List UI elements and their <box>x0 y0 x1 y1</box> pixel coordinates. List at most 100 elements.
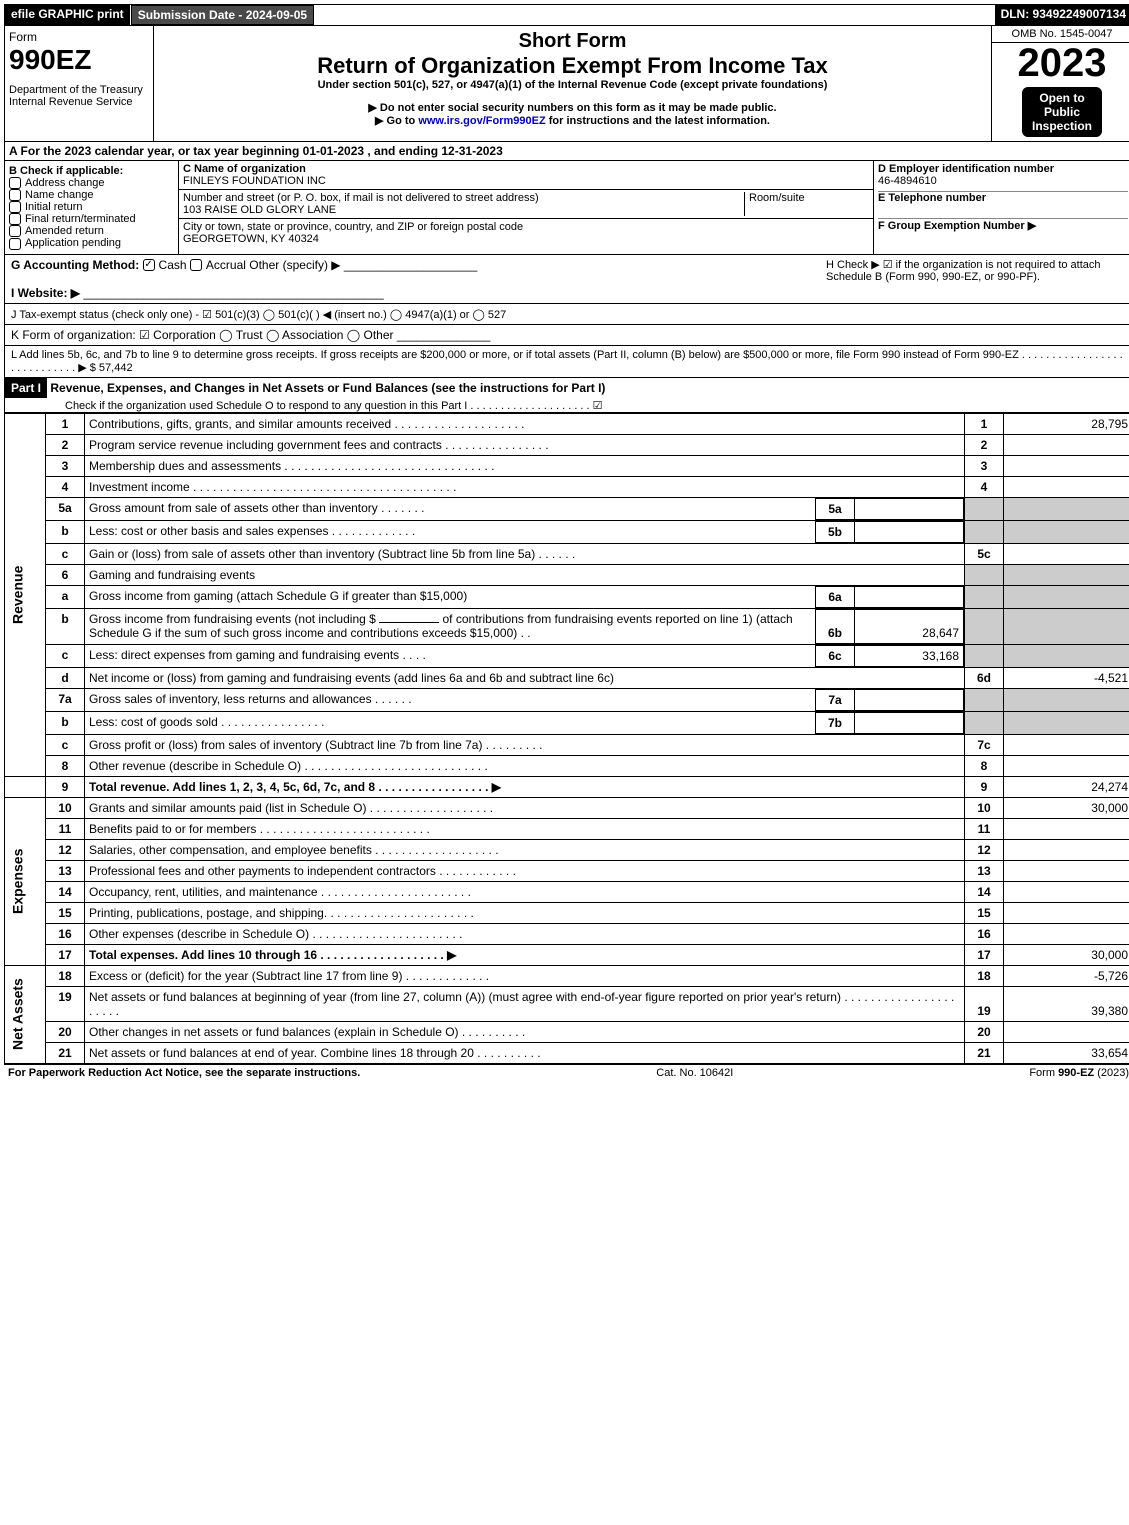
sub-amount: 28,647 <box>855 609 964 643</box>
open-line-2: Public <box>1032 105 1092 119</box>
sub-num: 5b <box>816 521 855 542</box>
table-row: 6Gaming and fundraising events <box>5 564 1129 585</box>
opt-cash: Cash <box>159 258 187 272</box>
table-row: 11Benefits paid to or for members . . . … <box>5 818 1129 839</box>
line-j: J Tax-exempt status (check only one) - ☑… <box>4 304 1129 325</box>
row-text: Net income or (loss) from gaming and fun… <box>85 667 965 688</box>
row-text: Less: direct expenses from gaming and fu… <box>85 645 816 666</box>
row-rn-grey <box>965 564 1004 585</box>
row-rn: 3 <box>965 455 1004 476</box>
table-row: 12Salaries, other compensation, and empl… <box>5 839 1129 860</box>
row-amount <box>1004 923 1129 944</box>
checkbox-application-pending[interactable]: Application pending <box>9 237 174 249</box>
row-amount <box>1004 902 1129 923</box>
row-amount: -4,521 <box>1004 667 1129 688</box>
sub-num: 6a <box>816 586 855 607</box>
row-text: Printing, publications, postage, and shi… <box>85 902 965 923</box>
row-rn-grey <box>965 711 1004 734</box>
opt-application-pending: Application pending <box>25 237 121 249</box>
table-row: 9Total revenue. Add lines 1, 2, 3, 4, 5c… <box>5 776 1129 797</box>
table-row: Expenses 10Grants and similar amounts pa… <box>5 797 1129 818</box>
row-text: Less: cost of goods sold . . . . . . . .… <box>85 712 816 733</box>
row-num: 11 <box>46 818 85 839</box>
k-text: K Form of organization: ☑ Corporation ◯ … <box>11 328 394 342</box>
row-amount-grey <box>1004 644 1129 667</box>
opt-final-return: Final return/terminated <box>25 213 136 225</box>
row-text: Total revenue. Add lines 1, 2, 3, 4, 5c,… <box>89 780 501 794</box>
tax-year: 2023 <box>992 43 1129 83</box>
table-row: Revenue 1Contributions, gifts, grants, a… <box>5 413 1129 434</box>
row-text: Occupancy, rent, utilities, and maintena… <box>85 881 965 902</box>
efile-print-button[interactable]: efile GRAPHIC print <box>5 5 131 25</box>
row-rn: 1 <box>965 413 1004 434</box>
dln-label: DLN: 93492249007134 <box>995 5 1129 25</box>
row-text: Investment income . . . . . . . . . . . … <box>85 476 965 497</box>
checkbox-initial-return[interactable]: Initial return <box>9 201 174 213</box>
footer-right: Form 990-EZ (2023) <box>1029 1067 1129 1079</box>
short-form-title: Short Form <box>158 30 987 53</box>
row-num: 17 <box>46 944 85 965</box>
row-amount-grey <box>1004 608 1129 644</box>
checkbox-final-return[interactable]: Final return/terminated <box>9 213 174 225</box>
return-title: Return of Organization Exempt From Incom… <box>158 53 987 79</box>
row-text: Less: cost or other basis and sales expe… <box>85 521 816 542</box>
row-rn: 17 <box>965 944 1004 965</box>
row-num: 1 <box>46 413 85 434</box>
submission-date-button[interactable]: Submission Date - 2024-09-05 <box>131 5 314 25</box>
checkbox-address-change[interactable]: Address change <box>9 177 174 189</box>
table-row: 16Other expenses (describe in Schedule O… <box>5 923 1129 944</box>
row-text: Net assets or fund balances at end of ye… <box>85 1042 965 1063</box>
row-amount <box>1004 839 1129 860</box>
row-text: Other expenses (describe in Schedule O) … <box>85 923 965 944</box>
irs-link[interactable]: www.irs.gov/Form990EZ <box>418 115 545 127</box>
row-text: Gaming and fundraising events <box>85 564 965 585</box>
row-rn: 12 <box>965 839 1004 860</box>
row-amount: 33,654 <box>1004 1042 1129 1063</box>
table-row: 8Other revenue (describe in Schedule O) … <box>5 755 1129 776</box>
checkbox-name-change[interactable]: Name change <box>9 189 174 201</box>
row-text: Membership dues and assessments . . . . … <box>85 455 965 476</box>
name-label: C Name of organization <box>183 163 306 175</box>
row-amount <box>1004 755 1129 776</box>
room-suite-label: Room/suite <box>744 192 869 216</box>
info-block: B Check if applicable: Address change Na… <box>4 161 1129 255</box>
row-amount <box>1004 1021 1129 1042</box>
sub-amount <box>855 521 964 542</box>
g-label: G Accounting Method: <box>11 258 139 272</box>
table-row: 20Other changes in net assets or fund ba… <box>5 1021 1129 1042</box>
row-num: 12 <box>46 839 85 860</box>
sub-num: 6c <box>816 645 855 666</box>
row-num: 20 <box>46 1021 85 1042</box>
row-rn-grey <box>965 644 1004 667</box>
row-text: Program service revenue including govern… <box>85 434 965 455</box>
table-row: bGross income from fundraising events (n… <box>5 608 1129 644</box>
open-to-public-badge: Open to Public Inspection <box>1022 87 1102 137</box>
row-amount <box>1004 434 1129 455</box>
sub-amount: 33,168 <box>855 645 964 666</box>
row-rn: 10 <box>965 797 1004 818</box>
part-1-title: Revenue, Expenses, and Changes in Net As… <box>50 381 605 395</box>
row-amount: 39,380 <box>1004 986 1129 1021</box>
dept-label: Department of the Treasury Internal Reve… <box>9 84 149 108</box>
sub-num: 5a <box>816 498 855 519</box>
form-header: Form 990EZ Department of the Treasury In… <box>4 26 1129 142</box>
row-amount: -5,726 <box>1004 965 1129 986</box>
row-num: b <box>46 520 85 543</box>
checkbox-cash[interactable] <box>143 259 155 271</box>
line-l: L Add lines 5b, 6c, and 7b to line 9 to … <box>4 346 1129 378</box>
row-rn: 20 <box>965 1021 1004 1042</box>
row-amount-grey <box>1004 520 1129 543</box>
warning-2: ▶ Go to www.irs.gov/Form990EZ for instru… <box>158 114 987 127</box>
checkbox-amended-return[interactable]: Amended return <box>9 225 174 237</box>
row-text: Gross profit or (loss) from sales of inv… <box>85 734 965 755</box>
table-row: bLess: cost of goods sold . . . . . . . … <box>5 711 1129 734</box>
row-num: c <box>46 543 85 564</box>
row-amount: 28,795 <box>1004 413 1129 434</box>
org-address: 103 RAISE OLD GLORY LANE <box>183 204 336 216</box>
col-d-ein: D Employer identification number 46-4894… <box>873 161 1129 254</box>
checkbox-accrual[interactable] <box>190 259 202 271</box>
row-num: 10 <box>46 797 85 818</box>
row-rn: 6d <box>965 667 1004 688</box>
sub-num: 7b <box>816 712 855 733</box>
row-rn: 5c <box>965 543 1004 564</box>
